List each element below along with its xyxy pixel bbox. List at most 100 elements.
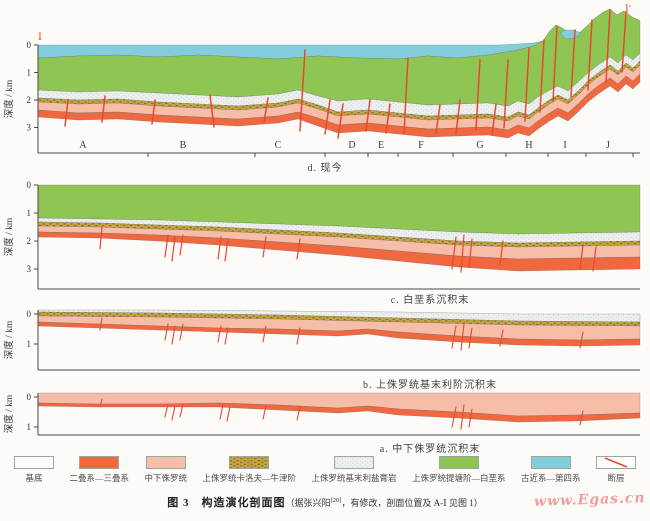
legend-swatch xyxy=(229,456,270,469)
fault-line xyxy=(460,323,465,351)
fault-line xyxy=(262,405,267,420)
figure-caption: 图 3 构造演化剖面图（据张兴阳[20]，有修改，剖面位置及 A-Ⅰ 见图 1） xyxy=(0,493,650,511)
fault-line xyxy=(164,234,169,258)
fault-line xyxy=(455,99,461,135)
legend-swatch xyxy=(79,456,120,469)
fault-line xyxy=(151,99,156,125)
panel-caption-a: a. 中下侏罗统沉积末 xyxy=(379,444,481,455)
citation-superscript: [20] xyxy=(330,497,342,504)
fault-line xyxy=(365,99,371,132)
y-tick-label: 0 xyxy=(27,309,32,319)
y-axis-label: 深度 / km xyxy=(3,217,15,256)
fault-line xyxy=(226,406,231,422)
section-start-label: Ⅰ xyxy=(38,32,42,43)
fault-line xyxy=(468,408,473,428)
fault-line xyxy=(324,99,331,135)
fault-line xyxy=(99,317,103,331)
fault-line xyxy=(299,49,306,132)
fault-line xyxy=(435,104,441,134)
panel-caption-d: d. 现今 xyxy=(307,163,343,174)
legend-swatch xyxy=(333,456,374,469)
station-label: E xyxy=(378,140,384,151)
fault-line xyxy=(101,95,106,123)
layer-permian_triassic xyxy=(37,321,641,347)
fault-line xyxy=(460,404,465,430)
y-axis-label: 深度 / km xyxy=(3,394,15,433)
station-label: J xyxy=(606,140,610,151)
y-tick-label: 2 xyxy=(27,95,32,105)
legend-label: 基底 xyxy=(25,473,43,483)
layer-permian_triassic xyxy=(37,402,641,423)
section-c-svg: 0 1 2 3 深度 / km xyxy=(3,180,641,290)
station-label: C xyxy=(275,140,282,151)
fault-line xyxy=(296,327,301,345)
legend-label: 上侏罗统提塘阶—白垩系 xyxy=(411,473,506,483)
station-label: F xyxy=(418,140,424,151)
station-label: D xyxy=(348,140,355,151)
fault-line xyxy=(219,404,224,420)
fault-line xyxy=(579,410,584,426)
fault-line xyxy=(475,59,481,131)
fault-line xyxy=(524,47,530,122)
fault-line xyxy=(468,327,473,349)
fault-symbol xyxy=(604,457,628,468)
fault-line xyxy=(539,39,545,113)
fault-line xyxy=(296,238,301,260)
fault-line xyxy=(503,59,509,129)
y-tick-label: 3 xyxy=(27,264,32,274)
fault-line xyxy=(263,97,269,123)
fault-line xyxy=(179,323,184,341)
figure-note-post: ，有修改，剖面位置及 A-Ⅰ 见图 1） xyxy=(341,498,483,508)
fault-line xyxy=(171,236,176,262)
legend-item: 基底 xyxy=(14,456,54,484)
y-tick-label: 1 xyxy=(27,68,32,78)
fault-line xyxy=(164,323,169,341)
fault-line xyxy=(337,103,344,139)
fault-line xyxy=(451,325,457,349)
legend-item: 古近系—第四系 xyxy=(521,456,581,484)
section-a-svg: 0 1 深度 / km xyxy=(3,392,641,436)
fault-line xyxy=(460,234,465,273)
fault-line xyxy=(491,103,497,136)
fault-line xyxy=(403,57,409,135)
station-label: G xyxy=(476,140,483,151)
y-axis-label: 深度 / km xyxy=(3,320,15,359)
legend-item: 中下侏罗统 xyxy=(144,456,187,484)
legend-item: 断层 xyxy=(595,456,636,484)
fault-line xyxy=(296,406,301,421)
station-label: A xyxy=(79,140,87,151)
y-tick-label: 1 xyxy=(27,422,32,432)
fault-line xyxy=(99,398,103,408)
legend-item: 上侏罗统基末利盐膏岩 xyxy=(311,456,397,484)
y-tick-label: 1 xyxy=(27,339,32,349)
fault-line xyxy=(171,325,176,345)
y-axis-label: 深度 / km xyxy=(3,79,15,118)
fault-line xyxy=(99,226,103,250)
fault-line xyxy=(579,244,584,270)
fault-line xyxy=(171,405,176,421)
legend-label: 二叠系—三叠系 xyxy=(69,473,129,483)
legend-swatch xyxy=(14,456,54,469)
fault-line xyxy=(621,11,627,73)
legend-label: 上侏罗统卡洛夫—牛津阶 xyxy=(202,473,296,483)
legend-item: 上侏罗统提塘阶—白垩系 xyxy=(412,456,506,484)
legend-label: 中下侏罗统 xyxy=(144,473,187,483)
y-tick-label: 1 xyxy=(27,208,32,218)
fault-line xyxy=(217,325,222,343)
legend-swatch xyxy=(595,456,636,469)
fault-line xyxy=(587,19,593,91)
panel-caption-b: b. 上侏罗统基末利阶沉积末 xyxy=(363,380,497,391)
fault-line xyxy=(262,236,267,258)
legend-swatch xyxy=(438,456,479,469)
fault-line xyxy=(592,246,597,272)
legend-label: 上侏罗统基末利盐膏岩 xyxy=(311,473,397,483)
panel-caption-c: c. 白垩系沉积末 xyxy=(390,295,470,306)
fault-line xyxy=(451,406,457,428)
fault-line xyxy=(499,240,504,266)
fault-line xyxy=(385,103,391,134)
fault-line xyxy=(579,331,584,349)
station-label: H xyxy=(525,140,532,151)
section-b-svg: 0 1 深度 / km xyxy=(3,309,641,371)
fault-line xyxy=(224,327,229,345)
layer-patch xyxy=(559,29,582,40)
